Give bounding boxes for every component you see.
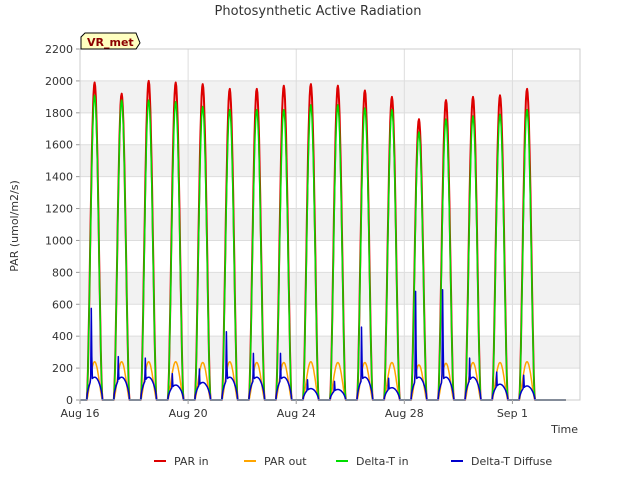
x-tick-label: Aug 24 xyxy=(277,407,316,420)
y-tick-label: 800 xyxy=(52,266,73,279)
x-tick-label: Aug 28 xyxy=(385,407,424,420)
plot-frame xyxy=(79,48,581,401)
legend-label-par-in: PAR in xyxy=(174,455,209,468)
x-tick-label: Aug 16 xyxy=(61,407,100,420)
grid-band xyxy=(80,272,580,305)
legend: PAR in PAR out Delta-T in Delta-T Diffuse xyxy=(154,455,552,468)
grid-band xyxy=(80,336,580,369)
x-tick-label: Sep 1 xyxy=(497,407,528,420)
site-badge-shape xyxy=(80,32,141,50)
x-axis-label: Time xyxy=(550,423,578,436)
site-badge-label: VR_met xyxy=(87,36,134,49)
legend-label-par-out: PAR out xyxy=(264,455,307,468)
y-tick-label: 200 xyxy=(52,362,73,375)
legend-label-delta-t-in: Delta-T in xyxy=(356,455,409,468)
y-tick-label: 600 xyxy=(52,298,73,311)
y-tick-label: 1200 xyxy=(45,203,73,216)
x-tick-label: Aug 20 xyxy=(169,407,208,420)
axes: 0 200 400 600 800 1000 1200 1400 1600 1800 2000 220… xyxy=(45,43,581,420)
y-tick-label: 1600 xyxy=(45,139,73,152)
chart-title: Photosynthetic Active Radiation xyxy=(215,4,422,19)
site-badge: VR_met xyxy=(80,32,141,50)
y-tick-label: 0 xyxy=(66,394,73,407)
y-tick-label: 1000 xyxy=(45,234,73,247)
y-tick-label: 2000 xyxy=(45,75,73,88)
y-axis-label: PAR (umol/m2/s) xyxy=(8,180,21,272)
y-tick-label: 1800 xyxy=(45,107,73,120)
y-tick-label: 1400 xyxy=(45,171,73,184)
grid-band xyxy=(80,144,580,177)
y-tick-label: 400 xyxy=(52,330,73,343)
grid-band xyxy=(80,80,580,113)
y-tick-label: 2200 xyxy=(45,43,73,56)
legend-label-delta-t-diffuse: Delta-T Diffuse xyxy=(471,455,552,468)
